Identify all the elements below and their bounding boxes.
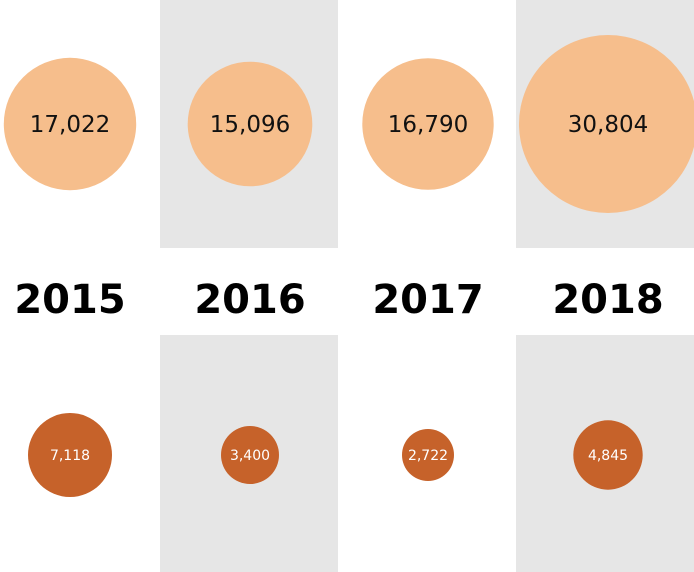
- bubble-top-2016: [187, 61, 313, 187]
- bubble-top-2017: [362, 58, 494, 190]
- year-label-2015: 2015: [14, 277, 125, 323]
- year-label-2018: 2018: [552, 277, 663, 323]
- bubble-bottom-2018: [573, 420, 643, 490]
- bubble-bottom-2017: [402, 429, 454, 481]
- bubble-bottom-label-2017: 2,722: [408, 448, 448, 464]
- bubble-top-2015: [3, 57, 137, 191]
- bubble-top-label-2015: 17,022: [30, 112, 110, 138]
- bubble-top-label-2016: 15,096: [210, 112, 290, 138]
- bubble-bottom-label-2016: 3,400: [230, 448, 270, 464]
- year-label-2017: 2017: [372, 277, 483, 323]
- bubble-bottom-2016: [221, 426, 279, 484]
- bubble-bottom-2015: [28, 413, 112, 497]
- bubble-bottom-label-2018: 4,845: [588, 448, 628, 464]
- bubble-top-label-2018: 30,804: [568, 112, 648, 138]
- bubble-top-2018: [519, 35, 694, 213]
- year-label-2016: 2016: [194, 277, 305, 323]
- bubble-bottom-label-2015: 7,118: [50, 448, 90, 464]
- bubble-top-label-2017: 16,790: [388, 112, 468, 138]
